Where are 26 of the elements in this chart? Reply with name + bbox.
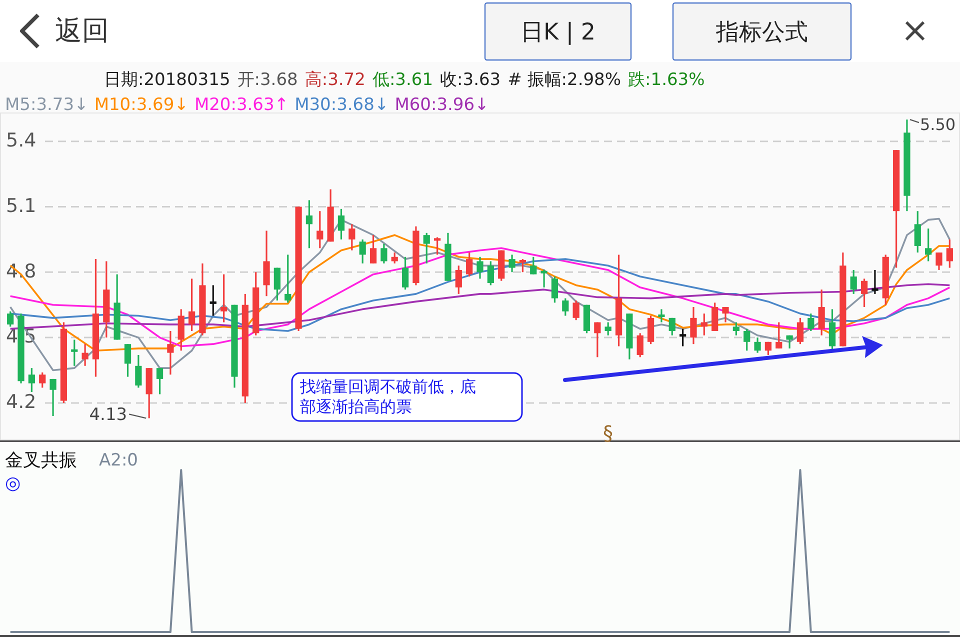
text: M60:3.96↓: [394, 95, 489, 115]
text: 跌:1.63%: [628, 70, 705, 90]
annotation: 4.13: [89, 404, 128, 425]
text: M10:3.69↓: [94, 95, 188, 115]
annotation: 找缩量回调不破前低，底部逐渐抬高的票: [299, 377, 476, 416]
text: 指标公式: [715, 19, 808, 46]
text: 日K | 2: [520, 19, 596, 46]
text: ×: [900, 10, 930, 50]
text: 返回: [55, 15, 109, 46]
chart-title: 金叉共振: [5, 450, 77, 471]
text: 收:3.63: [440, 70, 501, 90]
text: 高:3.72: [304, 70, 366, 90]
text: 开:3.68: [237, 70, 298, 90]
text: A2:0: [99, 450, 138, 471]
text: M20:3.63↑: [194, 95, 289, 115]
text: # 振幅:2.98%: [508, 70, 622, 90]
text: 低:3.61: [372, 70, 434, 90]
y-tick-label: 4.2: [6, 391, 36, 414]
annotation: 5.50: [920, 114, 956, 134]
text: M5:3.73↓: [5, 95, 88, 115]
text: M30:3.68↓: [294, 95, 389, 115]
y-tick-label: 5.1: [6, 194, 36, 217]
text: 日期:20180315: [104, 70, 230, 90]
annotation: §: [603, 421, 613, 445]
y-tick-label: 5.4: [6, 130, 36, 152]
annotation: ◎: [5, 472, 21, 494]
